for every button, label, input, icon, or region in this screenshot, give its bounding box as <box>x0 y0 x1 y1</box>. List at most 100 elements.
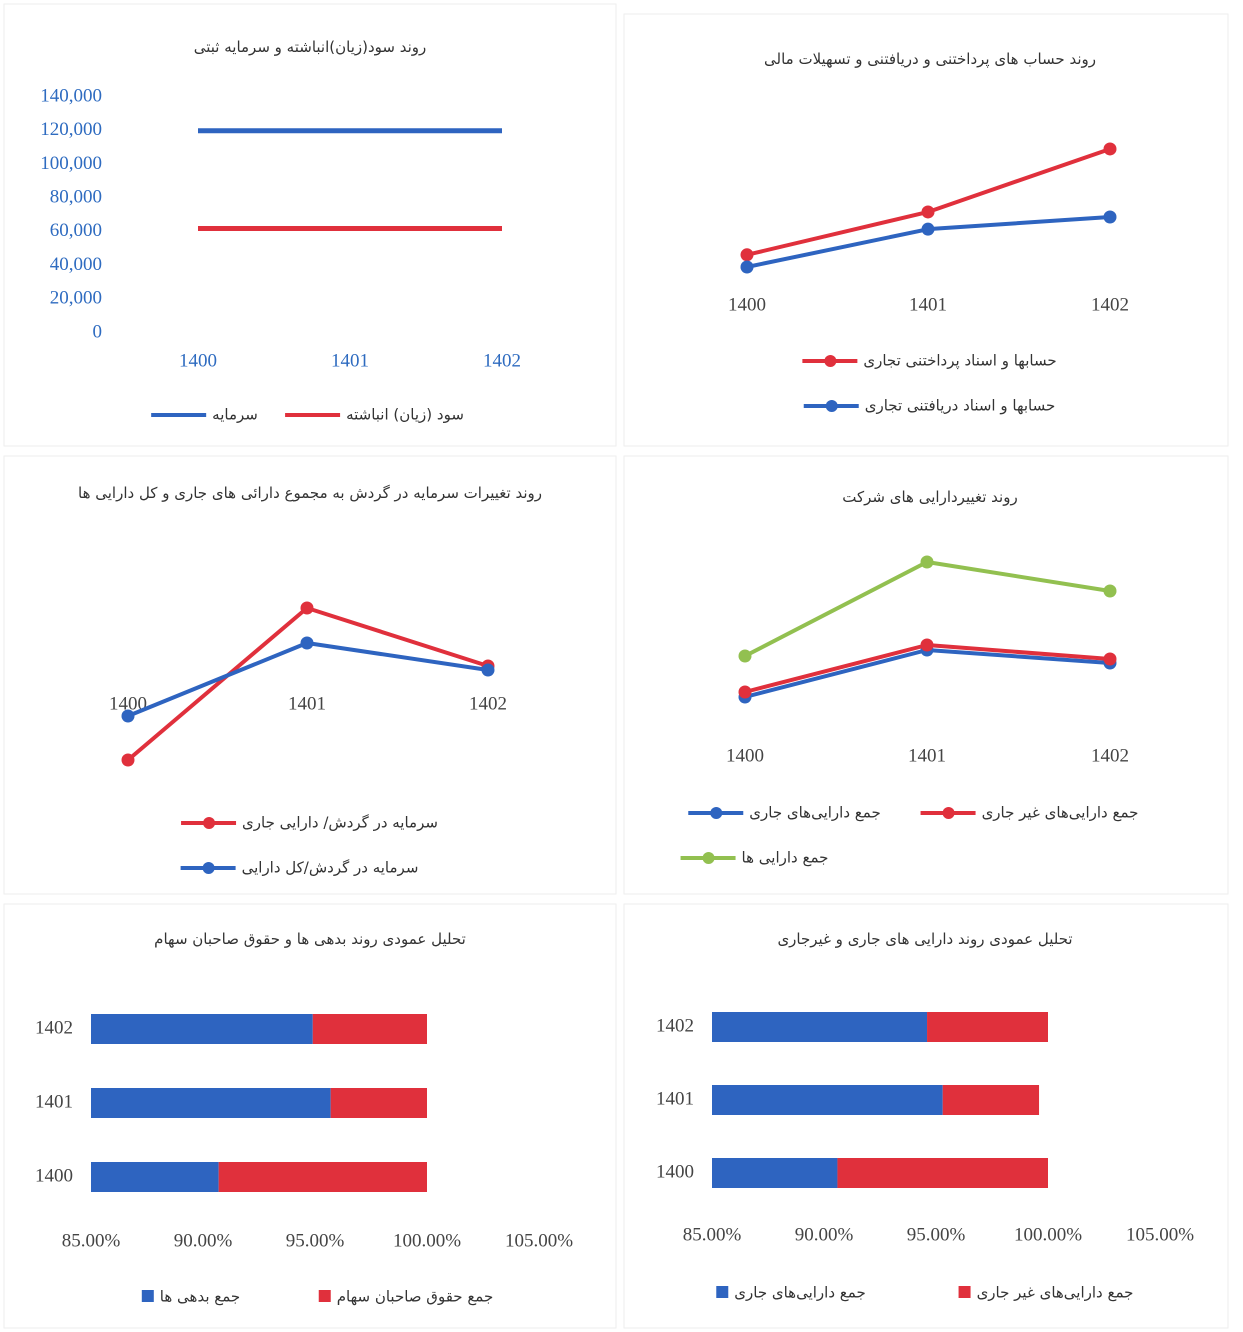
point <box>1103 142 1117 156</box>
panel <box>3 455 617 895</box>
y-tick-label: 80,000 <box>50 187 102 208</box>
x-tick-label: 1402 <box>469 693 507 714</box>
legend-label: جمع حقوق صاحبان سهام <box>337 1288 494 1306</box>
bar-segment <box>330 1088 427 1118</box>
panel <box>3 903 617 1329</box>
legend-swatch <box>958 1286 971 1298</box>
legend-label: جمع بدهی ها <box>160 1288 240 1306</box>
chart-title: روند حساب های پرداختنی و دریافتنی و تسهی… <box>764 50 1096 68</box>
bar-segment <box>712 1012 928 1042</box>
legend-swatch <box>702 852 715 864</box>
legend-label: سرمایه <box>212 406 258 424</box>
panel <box>3 3 617 447</box>
y-tick-label: 1402 <box>656 1015 694 1036</box>
point <box>738 649 752 663</box>
x-tick-label: 95.00% <box>286 1230 345 1251</box>
point <box>740 260 754 274</box>
legend-label: جمع دارایی‌های جاری <box>734 1284 865 1302</box>
bar-segment <box>312 1014 427 1044</box>
x-tick-label: 1400 <box>179 350 217 371</box>
x-tick-label: 90.00% <box>174 1230 233 1251</box>
point <box>300 601 314 615</box>
point <box>1103 652 1117 666</box>
y-tick-label: 1400 <box>656 1161 694 1182</box>
x-tick-label: 1402 <box>1091 745 1129 766</box>
point <box>920 638 934 652</box>
point <box>921 205 935 219</box>
x-tick-label: 85.00% <box>62 1230 121 1251</box>
x-tick-label: 100.00% <box>1014 1224 1082 1245</box>
legend-swatch <box>825 400 838 412</box>
x-tick-label: 90.00% <box>795 1224 854 1245</box>
legend-swatch <box>942 807 955 819</box>
panel <box>623 13 1229 447</box>
y-tick-label: 1401 <box>35 1091 73 1112</box>
series-line <box>744 648 1111 699</box>
legend-swatch <box>141 1290 154 1302</box>
point <box>1103 584 1117 598</box>
legend-label: جمع دارایی‌های غیر جاری <box>977 1284 1134 1302</box>
y-tick-label: 0 <box>93 321 103 342</box>
legend-label: سود (زیان) انباشته <box>346 406 464 424</box>
point <box>740 248 754 262</box>
x-tick-label: 1401 <box>288 693 326 714</box>
x-tick-label: 1402 <box>1091 294 1129 315</box>
point <box>481 663 495 677</box>
y-tick-label: 60,000 <box>50 220 102 241</box>
x-tick-label: 1400 <box>728 294 766 315</box>
point <box>1103 210 1117 224</box>
y-tick-label: 40,000 <box>50 254 102 275</box>
chart-title: تحلیل عمودی روند دارایی های جاری و غیرجا… <box>777 930 1073 948</box>
bar-segment <box>218 1162 427 1192</box>
x-tick-label: 1400 <box>726 745 764 766</box>
x-tick-label: 1402 <box>483 350 521 371</box>
legend-swatch <box>318 1290 331 1302</box>
y-tick-label: 1400 <box>35 1165 73 1186</box>
point <box>121 753 135 767</box>
bar-segment <box>91 1162 219 1192</box>
legend-swatch <box>202 862 215 874</box>
chart-title: روند تغییرات سرمایه در گردش به مجموع دار… <box>78 484 542 502</box>
y-tick-label: 140,000 <box>40 85 102 106</box>
chart-title: روند تغییردارایی های شرکت <box>842 488 1018 506</box>
legend-label: حسابها و اسناد پرداختنی تجاری <box>863 352 1056 371</box>
x-tick-label: 95.00% <box>907 1224 966 1245</box>
legend-swatch <box>203 817 216 829</box>
legend-swatch <box>710 807 723 819</box>
x-tick-label: 1401 <box>331 350 369 371</box>
legend-label: جمع دارایی ها <box>742 849 829 867</box>
x-tick-label: 100.00% <box>393 1230 461 1251</box>
legend-label: سرمایه در گردش/ دارایی جاری <box>242 814 438 832</box>
legend-swatch <box>824 355 837 367</box>
y-tick-label: 1402 <box>35 1017 73 1038</box>
x-tick-label: 1401 <box>908 745 946 766</box>
bar-segment <box>927 1012 1048 1042</box>
bar-segment <box>942 1085 1040 1115</box>
x-tick-label: 1401 <box>909 294 947 315</box>
y-tick-label: 1401 <box>656 1088 694 1109</box>
chart-title: تحلیل عمودی روند بدهی ها و حقوق صاحبان س… <box>154 930 466 948</box>
point <box>300 636 314 650</box>
series-line <box>126 606 489 762</box>
bar-segment <box>712 1085 943 1115</box>
x-tick-label: 85.00% <box>683 1224 742 1245</box>
legend-label: جمع دارایی‌های غیر جاری <box>982 804 1139 822</box>
legend-swatch <box>716 1286 729 1298</box>
x-tick-label: 105.00% <box>1126 1224 1194 1245</box>
bar-segment <box>712 1158 838 1188</box>
legend-label: جمع دارایی‌های جاری <box>749 804 880 822</box>
bar-segment <box>91 1088 331 1118</box>
series-line <box>746 147 1111 257</box>
y-tick-label: 120,000 <box>40 119 102 140</box>
y-tick-label: 100,000 <box>40 153 102 174</box>
point <box>920 555 934 569</box>
point <box>121 709 135 723</box>
panel <box>623 903 1229 1329</box>
point <box>921 222 935 236</box>
x-tick-label: 1400 <box>109 693 147 714</box>
bar-segment <box>91 1014 313 1044</box>
point <box>738 685 752 699</box>
bar-segment <box>837 1158 1048 1188</box>
